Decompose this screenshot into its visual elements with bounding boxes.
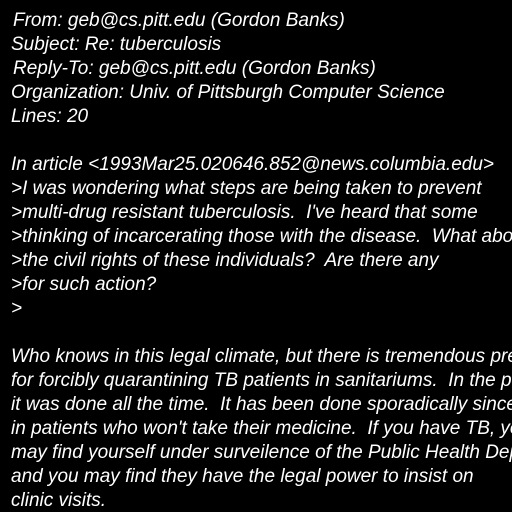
header-from: From: geb@cs.pitt.edu (Gordon Banks) [13, 9, 345, 33]
quoted-line: >the civil rights of these individuals? … [11, 249, 439, 273]
reply-line: for forcibly quarantining TB patients in… [11, 369, 512, 393]
reply-line: it was done all the time. It has been do… [11, 393, 512, 417]
reply-line: in patients who won't take their medicin… [11, 417, 512, 441]
header-subject: Subject: Re: tuberculosis [11, 33, 221, 57]
header-lines: Lines: 20 [11, 105, 88, 129]
header-organization: Organization: Univ. of Pittsburgh Comput… [11, 81, 445, 105]
quoted-line: >multi-drug resistant tuberculosis. I've… [11, 201, 478, 225]
reply-line: may find yourself under surveilence of t… [11, 441, 512, 465]
reply-line: clinic visits. [11, 489, 106, 512]
quoted-line: > [11, 297, 22, 321]
quoted-line: >thinking of incarcerating those with th… [11, 225, 512, 249]
header-reply-to: Reply-To: geb@cs.pitt.edu (Gordon Banks) [13, 57, 376, 81]
quoted-line: >for such action? [11, 273, 156, 297]
quoted-line: >I was wondering what steps are being ta… [11, 177, 482, 201]
quote-attribution: In article <1993Mar25.020646.852@news.co… [11, 153, 494, 177]
reply-line: Who knows in this legal climate, but the… [11, 345, 512, 369]
reply-line: and you may find they have the legal pow… [11, 465, 474, 489]
